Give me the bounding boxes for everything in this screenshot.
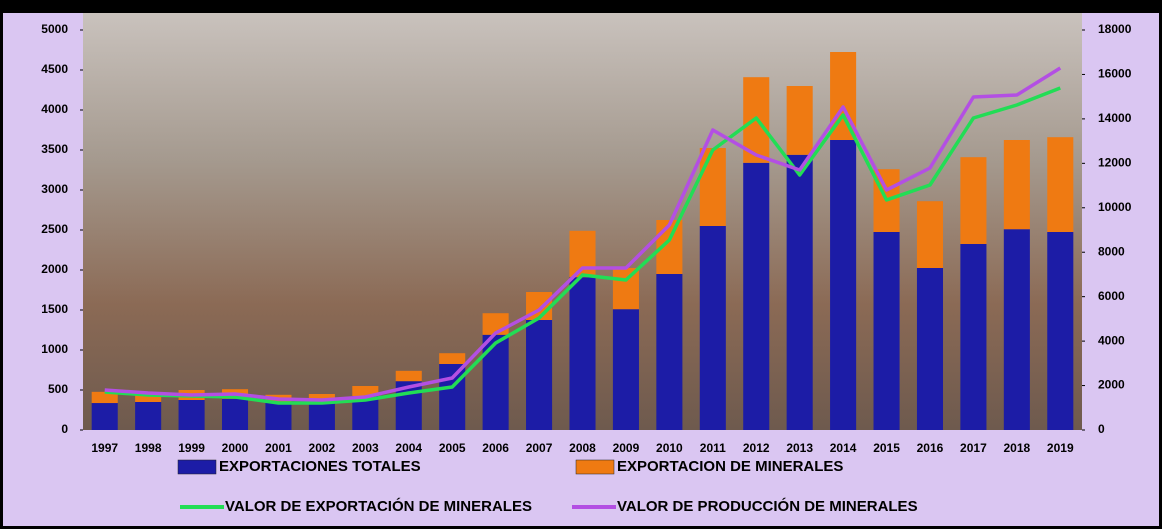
y-tick-label: 500: [48, 382, 68, 396]
bar: [395, 370, 422, 382]
bar: [1003, 229, 1030, 430]
x-tick-label: 2019: [1047, 441, 1074, 455]
legend-label: EXPORTACION DE MINERALES: [617, 458, 843, 475]
bar: [612, 309, 639, 430]
y-tick-label: 4000: [41, 102, 68, 116]
x-tick-label: 2016: [917, 441, 944, 455]
x-tick-label: 2002: [309, 441, 336, 455]
y2-tick-label: 6000: [1098, 289, 1125, 303]
y2-tick-label: 18000: [1098, 22, 1132, 36]
y2-tick-label: 16000: [1098, 67, 1132, 81]
bar: [699, 148, 726, 226]
bar: [91, 391, 118, 404]
bar: [439, 364, 466, 430]
x-tick-label: 2001: [265, 441, 292, 455]
bar: [178, 400, 205, 430]
legend-label: VALOR DE EXPORTACIÓN DE MINERALES: [225, 497, 532, 515]
line: [104, 66, 1062, 402]
y2-tick-label: 12000: [1098, 156, 1132, 170]
bar: [916, 268, 944, 430]
bar: [960, 157, 987, 244]
bar: [1047, 137, 1074, 232]
bar: [699, 226, 726, 430]
bar: [960, 244, 987, 430]
bar: [308, 394, 335, 402]
bar: [135, 392, 162, 402]
x-tick-label: 2017: [960, 441, 987, 455]
line: [104, 86, 1061, 405]
bar: [135, 402, 162, 430]
bar: [916, 201, 944, 268]
y2-tick-label: 8000: [1098, 244, 1125, 258]
x-tick-label: 2007: [526, 441, 553, 455]
x-tick-label: 2003: [352, 441, 379, 455]
y2-tick-label: 0: [1098, 422, 1105, 436]
y-tick-label: 3000: [41, 182, 68, 196]
y-tick-label: 1500: [41, 302, 68, 316]
bar: [786, 154, 813, 431]
x-tick-label: 2012: [743, 441, 770, 455]
x-tick-label: 2009: [613, 441, 640, 455]
y-tick-label: 5000: [41, 22, 68, 36]
bar: [482, 334, 509, 430]
x-tick-label: 2013: [786, 441, 813, 455]
y-tick-label: 4500: [41, 62, 68, 76]
bar: [830, 140, 857, 430]
x-tick-label: 2014: [830, 441, 857, 455]
x-tick-label: 2010: [656, 441, 683, 455]
y2-tick-label: 2000: [1098, 378, 1125, 392]
top-band: [0, 0, 1162, 13]
y2-tick-label: 14000: [1098, 111, 1132, 125]
bar: [1047, 232, 1074, 430]
x-tick-label: 2005: [439, 441, 466, 455]
x-tick-label: 2011: [700, 441, 726, 455]
y2-tick-label: 4000: [1098, 333, 1125, 347]
bar: [569, 277, 596, 430]
bar: [1003, 140, 1030, 230]
y-tick-label: 2500: [41, 222, 68, 236]
x-tick-label: 2006: [482, 441, 509, 455]
bar: [743, 162, 770, 431]
y-tick-label: 3500: [41, 142, 68, 156]
y2-tick-label: 10000: [1098, 200, 1132, 214]
x-tick-label: 1999: [178, 441, 205, 455]
bar: [352, 386, 379, 396]
bar: [656, 274, 683, 430]
y-tick-label: 1000: [41, 342, 68, 356]
x-tick-label: 2000: [222, 441, 249, 455]
bar: [91, 403, 118, 430]
x-tick-label: 2015: [873, 441, 900, 455]
bar: [308, 402, 335, 430]
bar: [265, 402, 292, 430]
x-tick-label: 2004: [395, 441, 422, 455]
bar: [221, 398, 249, 430]
x-tick-label: 1997: [91, 441, 118, 455]
legend-label: EXPORTACIONES TOTALES: [219, 458, 421, 475]
bar: [786, 86, 813, 155]
legend-swatch: [177, 459, 217, 475]
bar: [526, 320, 553, 430]
x-tick-label: 1998: [135, 441, 162, 455]
bar: [439, 353, 466, 364]
x-tick-label: 2008: [569, 441, 596, 455]
x-tick-label: 2018: [1003, 441, 1030, 455]
legend-swatch: [575, 459, 615, 475]
bar: [612, 268, 639, 310]
legend-label: VALOR DE PRODUCCIÓN DE MINERALES: [617, 497, 918, 515]
bar: [873, 232, 900, 430]
y-tick-label: 2000: [41, 262, 68, 276]
y-tick-label: 0: [61, 422, 68, 436]
